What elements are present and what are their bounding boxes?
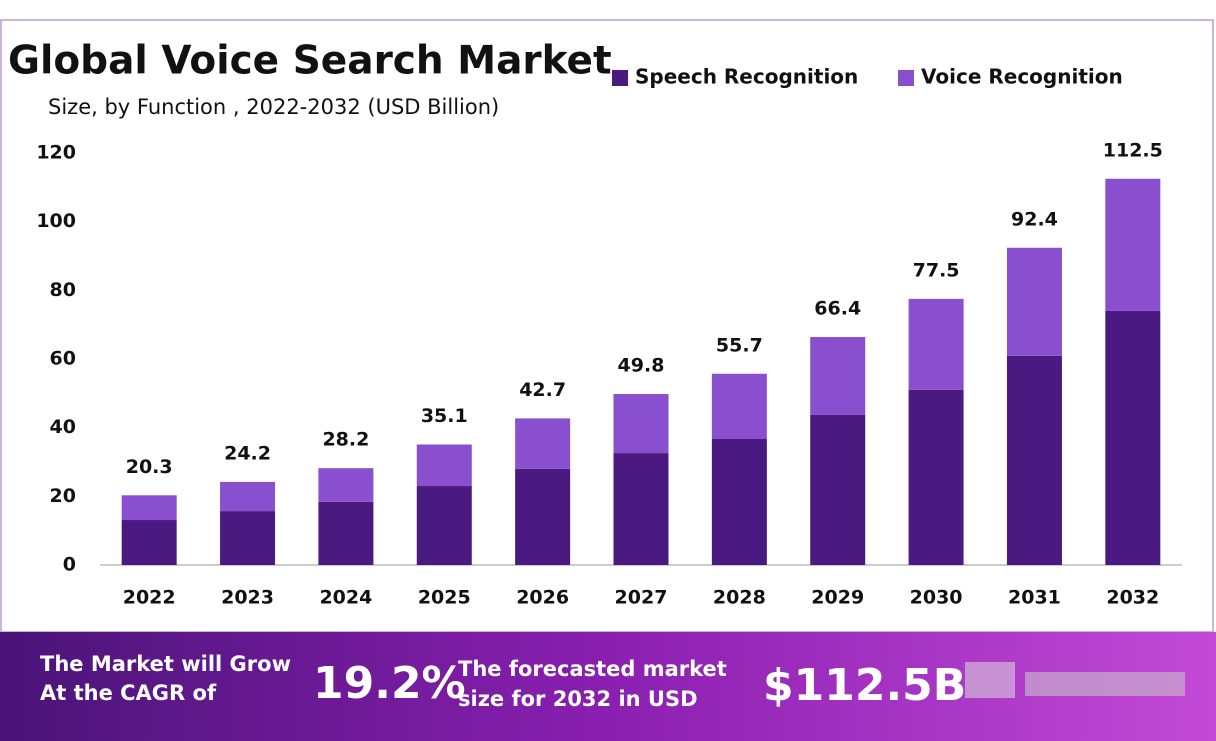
bar-segment (318, 501, 374, 565)
bar-segment (1105, 310, 1161, 565)
x-tick-label: 2030 (910, 587, 963, 609)
chart-subtitle: Size, by Function , 2022-2032 (USD Billi… (48, 95, 499, 119)
value-label: 112.5 (1103, 139, 1163, 161)
value-label: 24.2 (224, 442, 271, 464)
bar-segment (711, 438, 767, 565)
value-label: 20.3 (126, 456, 173, 478)
bar-segment (810, 337, 866, 415)
footer-text: size for 2032 in USD (458, 687, 698, 711)
value-label: 66.4 (814, 298, 861, 320)
footer-text: At the CAGR of (40, 681, 217, 705)
legend-swatch (612, 70, 628, 86)
footer-text: The forecasted market (458, 657, 727, 681)
bar-segment (318, 468, 374, 502)
bar-segment (416, 486, 472, 565)
bar-segment (515, 468, 571, 565)
x-tick-label: 2026 (516, 587, 569, 609)
bar-segment (1006, 355, 1062, 565)
bar-segment (1105, 178, 1161, 311)
bar-segment (810, 414, 866, 565)
footer-cagr: 19.2% (313, 658, 466, 709)
x-tick-label: 2027 (615, 587, 668, 609)
logo (965, 662, 1185, 698)
x-tick-label: 2032 (1106, 587, 1159, 609)
value-label: 49.8 (618, 355, 665, 377)
value-label: 35.1 (421, 405, 468, 427)
value-label: 28.2 (322, 429, 369, 451)
y-tick-label: 40 (50, 416, 76, 438)
x-tick-label: 2031 (1008, 587, 1061, 609)
bar-segment (613, 394, 669, 454)
bar-segment (416, 444, 472, 487)
y-tick-label: 100 (36, 210, 76, 232)
bar-segment (1006, 247, 1062, 356)
bar-segment (711, 373, 767, 439)
y-tick-label: 60 (50, 348, 76, 370)
y-tick-label: 120 (36, 142, 76, 164)
legend-swatch (898, 70, 914, 86)
x-tick-label: 2028 (713, 587, 766, 609)
bar-segment (908, 298, 964, 390)
footer-text: The Market will Grow (40, 652, 291, 676)
value-label: 77.5 (913, 259, 960, 281)
legend-label: Voice Recognition (921, 65, 1123, 89)
value-label: 92.4 (1011, 208, 1058, 230)
y-tick-label: 20 (50, 485, 76, 507)
bar-segment (220, 511, 276, 565)
y-tick-label: 80 (50, 279, 76, 301)
x-tick-label: 2024 (319, 587, 372, 609)
bar-segment (908, 389, 964, 565)
footer-forecast: $112.5B (763, 660, 966, 711)
chart-title: Global Voice Search Market (8, 39, 612, 84)
x-tick-label: 2023 (221, 587, 274, 609)
bar-segment (121, 520, 177, 565)
y-tick-label: 0 (63, 554, 76, 576)
value-label: 42.7 (519, 379, 566, 401)
x-tick-label: 2022 (123, 587, 176, 609)
bar-segment (613, 453, 669, 565)
bar-segment (220, 481, 276, 512)
legend-label: Speech Recognition (635, 65, 858, 89)
bar-segment (121, 495, 177, 521)
x-tick-label: 2025 (418, 587, 471, 609)
bar-segment (515, 418, 571, 469)
value-label: 55.7 (716, 334, 763, 356)
x-tick-label: 2029 (811, 587, 864, 609)
